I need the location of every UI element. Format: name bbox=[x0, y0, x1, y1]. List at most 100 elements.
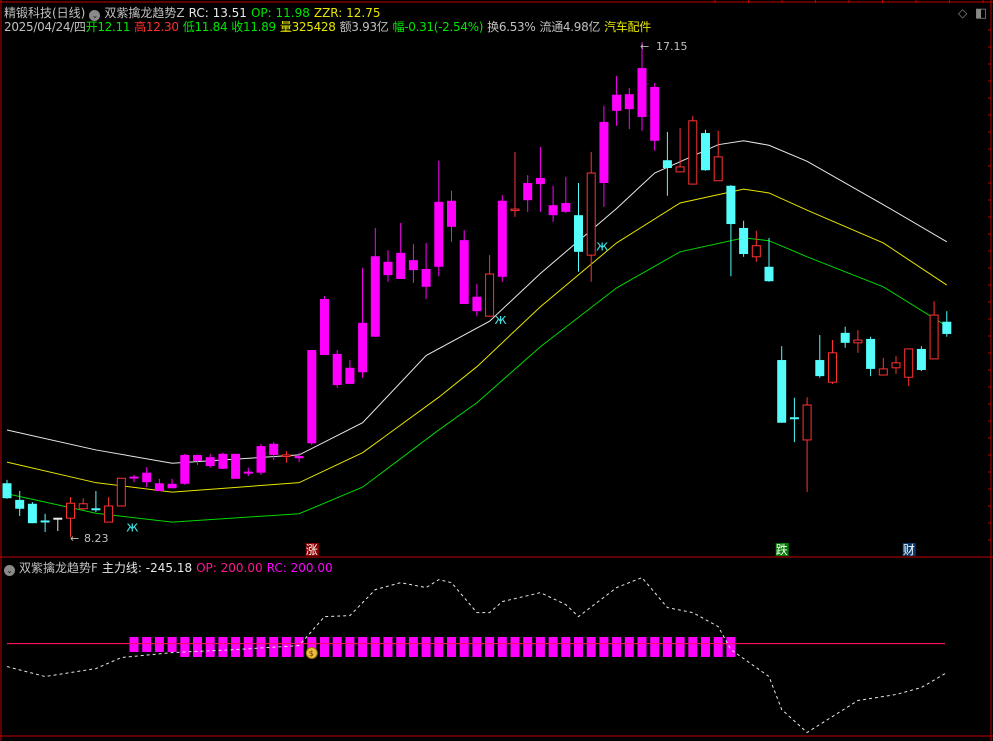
candle-body bbox=[777, 360, 787, 423]
signal-badge-bg bbox=[305, 543, 319, 556]
candle-body bbox=[764, 266, 774, 282]
candle-body bbox=[27, 503, 37, 524]
header-row-quote: 2025/04/24/四开12.11 高12.30 低11.84 收11.89 量325… bbox=[4, 20, 655, 34]
candle bbox=[459, 230, 469, 304]
candle-body bbox=[472, 296, 482, 312]
min-price-label: 8.23 bbox=[84, 532, 109, 545]
low-label: 低 bbox=[182, 20, 195, 34]
candle bbox=[472, 283, 482, 317]
float-cap-value: 流通4.98亿 bbox=[539, 20, 601, 34]
candle-body bbox=[650, 86, 660, 141]
signal-bar bbox=[472, 637, 482, 657]
candle-body bbox=[345, 367, 355, 384]
candle bbox=[421, 242, 431, 299]
candle bbox=[891, 356, 901, 374]
signal-badge: 涨 bbox=[305, 542, 319, 557]
candle bbox=[383, 250, 393, 282]
candle-body bbox=[840, 332, 850, 343]
signal-bar bbox=[205, 637, 215, 657]
signal-bar bbox=[662, 637, 672, 657]
candle bbox=[66, 497, 75, 538]
signal-bar bbox=[561, 637, 571, 657]
candle bbox=[358, 267, 368, 378]
signal-bar bbox=[523, 637, 533, 657]
sector-link[interactable]: 汽车配件 bbox=[604, 20, 651, 34]
signal-bar bbox=[675, 637, 685, 657]
candle-body bbox=[167, 483, 177, 489]
candle-body bbox=[53, 517, 63, 520]
ma-line-green bbox=[6, 237, 948, 523]
zzr-value: ZZR: 12.75 bbox=[313, 6, 381, 20]
signal-bar bbox=[510, 637, 520, 657]
candle bbox=[294, 452, 304, 463]
lower-panel-header: ⌄ 双紫擒龙趋势F 主力线: -245.18 OP: 200.00 RC: 200.00 bbox=[4, 561, 337, 576]
signal-bar bbox=[383, 637, 393, 657]
op-value: OP: 11.98 bbox=[250, 6, 310, 20]
candle bbox=[142, 467, 152, 488]
candle-body bbox=[15, 499, 25, 509]
candle bbox=[624, 88, 634, 130]
indicator-name[interactable]: 双紫擒龙趋势Z bbox=[104, 6, 185, 20]
candle-body bbox=[129, 476, 139, 479]
candle-body bbox=[701, 133, 710, 171]
candle bbox=[574, 182, 583, 272]
candle bbox=[345, 360, 355, 384]
candle-body bbox=[535, 177, 545, 185]
candle-body bbox=[878, 368, 888, 376]
candle-body bbox=[828, 352, 837, 383]
money-bag-symbol: $ bbox=[309, 649, 314, 658]
candle-body bbox=[358, 322, 368, 373]
candle-body bbox=[789, 417, 799, 420]
butterfly-icon: ж bbox=[126, 519, 139, 535]
candle-body bbox=[408, 260, 418, 271]
dropdown-chevron-icon[interactable]: ⌄ bbox=[89, 10, 101, 21]
signal-bar bbox=[434, 637, 444, 657]
signal-bar bbox=[650, 637, 660, 657]
candle bbox=[853, 330, 863, 353]
open-value: 12.11 bbox=[97, 20, 131, 34]
money-bag-shape bbox=[305, 647, 318, 659]
signal-bar bbox=[218, 637, 228, 657]
candle bbox=[231, 453, 241, 479]
candle bbox=[408, 244, 418, 283]
candle bbox=[726, 185, 736, 277]
candle bbox=[154, 478, 164, 492]
stock-title: 精锻科技(日线) bbox=[4, 6, 86, 20]
candle-body bbox=[269, 443, 279, 455]
panel-toggle-icon[interactable]: ◧ bbox=[975, 6, 988, 21]
candle-body bbox=[916, 348, 926, 371]
candle bbox=[129, 474, 139, 483]
candle bbox=[688, 115, 698, 185]
candle-body bbox=[497, 200, 507, 277]
signal-badge-text: 跌 bbox=[776, 542, 788, 557]
candle bbox=[281, 451, 291, 463]
candle-body bbox=[294, 456, 304, 459]
main-force-line bbox=[6, 577, 948, 734]
candle-body bbox=[688, 120, 698, 185]
money-bag-icon: $ bbox=[305, 647, 318, 659]
candle bbox=[789, 397, 799, 443]
open-label: 开 bbox=[85, 20, 98, 34]
candle bbox=[561, 176, 571, 213]
candle bbox=[764, 237, 774, 282]
candle-body bbox=[256, 446, 266, 473]
candle bbox=[40, 513, 50, 533]
candle bbox=[307, 350, 317, 445]
candle-body bbox=[91, 508, 101, 511]
dropdown-chevron-icon[interactable]: ⌄ bbox=[4, 565, 15, 576]
candle bbox=[675, 128, 685, 173]
candle bbox=[586, 151, 596, 282]
candle bbox=[916, 346, 926, 372]
signal-bar bbox=[447, 637, 456, 657]
diamond-icon[interactable]: ◇ bbox=[958, 6, 968, 20]
candle-body bbox=[662, 160, 672, 168]
amount-value: 额3.93亿 bbox=[339, 20, 389, 34]
candle-body bbox=[891, 362, 901, 369]
lower-indicator-name[interactable]: 双紫擒龙趋势F bbox=[19, 561, 98, 575]
lower-op-value: OP: 200.00 bbox=[196, 561, 263, 575]
candle-body bbox=[193, 454, 202, 462]
main-line-value: 主力线: -245.18 bbox=[101, 561, 193, 575]
signal-badge-bg bbox=[902, 543, 916, 556]
signal-bar bbox=[688, 637, 698, 657]
signal-bar bbox=[129, 637, 139, 652]
